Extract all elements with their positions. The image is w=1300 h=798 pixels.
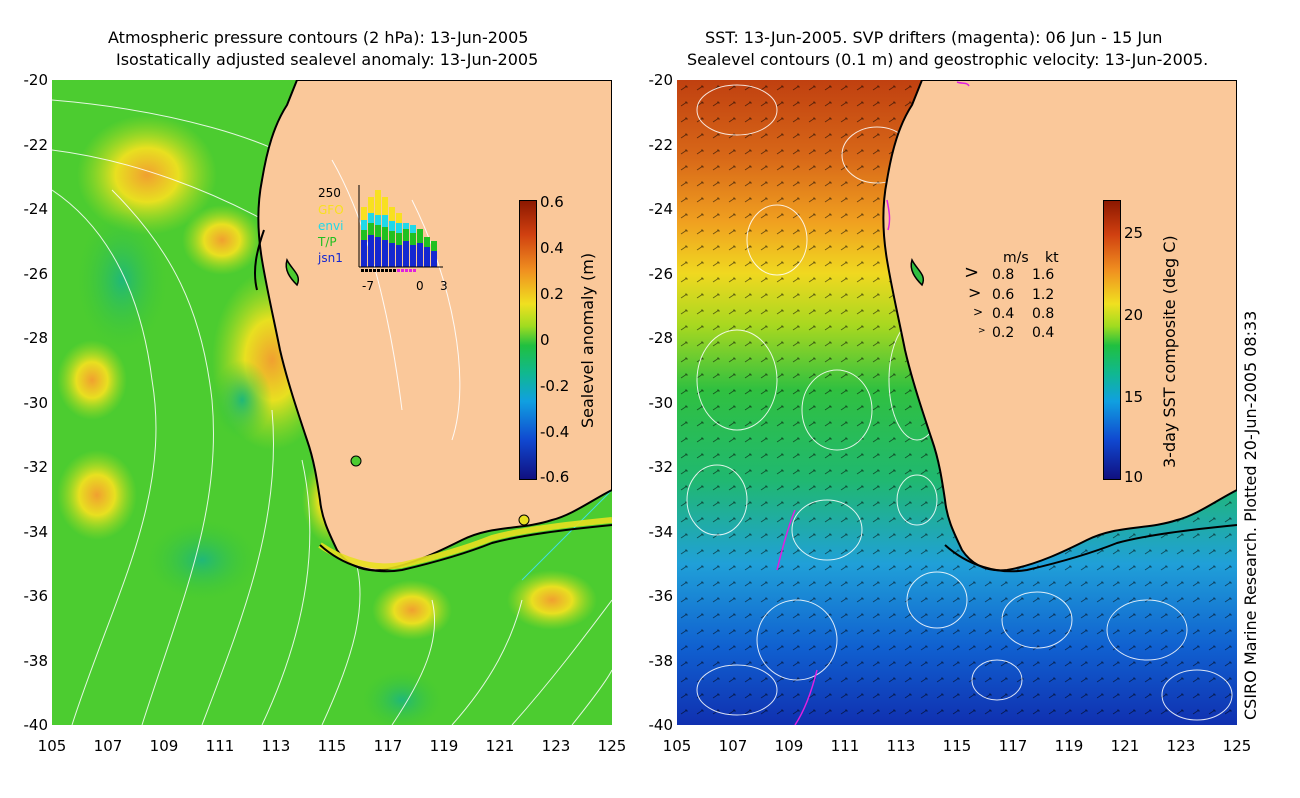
hist-xtick-right: 3 [440,279,448,293]
hist-xtick-zero: 0 [416,279,424,293]
legend-gfo: GFO [318,203,344,217]
left-cb-tick-5: -0.4 [540,423,570,441]
velocity-legend-kt-2: 0.8 [1032,306,1055,322]
right-xtick-9: 123 [1166,737,1196,755]
left-colorbar-label: Sealevel anomaly (m) [578,252,597,428]
left-xtick-6: 117 [373,737,403,755]
right-ytick-1: -22 [648,135,674,154]
velocity-legend-ms-0: 0.8 [992,267,1015,283]
left-title-line2: Isostatically adjusted sealevel anomaly:… [116,50,539,69]
right-ytick-2: -24 [648,200,674,218]
sst-map[interactable] [677,80,1237,725]
right-colorbar-label: 3-day SST composite (deg C) [1160,235,1179,468]
arrow-icon-0.2: > [978,326,986,336]
right-ytick-3: -26 [648,264,674,283]
left-ytick-7: -34 [23,522,49,541]
right-cb-tick-10: 10 [1124,468,1144,486]
right-xtick-3: 111 [830,737,860,755]
altimeter-histogram [355,185,447,280]
left-ytick-5: -30 [23,393,49,412]
left-xtick-3: 111 [205,737,235,755]
left-xtick-2: 109 [149,737,179,755]
arrow-icon-0.4: > [973,305,984,319]
left-xtick-4: 113 [261,737,291,755]
left-xtick-0: 105 [37,737,67,755]
svp-drifter-tracks [776,81,970,725]
legend-envi: envi [318,219,344,233]
left-xtick-1: 107 [93,737,123,755]
arrow-icon-0.8: > [964,262,980,283]
histogram-bars [361,190,437,267]
right-xtick-6: 117 [998,737,1028,755]
right-xtick-2: 109 [774,737,804,755]
right-cb-tick-25: 25 [1124,224,1144,242]
legend-tp: T/P [318,235,337,249]
left-ytick-1: -22 [23,135,49,154]
left-ytick-8: -36 [23,587,49,605]
left-xtick-10: 125 [597,737,627,755]
right-ytick-8: -36 [648,587,674,605]
velocity-legend-kt-1: 1.2 [1032,287,1055,303]
right-xtick-5: 115 [942,737,972,755]
australia-land-right [882,80,1237,572]
left-ytick-2: -24 [23,200,49,218]
velocity-legend-kt-header: kt [1045,250,1059,266]
sst-colorbar [1103,200,1121,480]
left-xtick-8: 121 [485,737,515,755]
left-ytick-3: -26 [23,264,49,283]
left-cb-tick-1: 0.4 [540,239,564,257]
left-xtick-7: 119 [429,737,459,755]
hist-xtick-left: -7 [362,279,374,293]
velocity-legend-kt-0: 1.6 [1032,267,1055,283]
credit-text: CSIRO Marine Research. Plotted 20-Jun-20… [1241,310,1260,720]
left-title-line1: Atmospheric pressure contours (2 hPa): 1… [108,28,529,47]
right-ytick-5: -30 [648,393,674,412]
left-cb-tick-3: 0 [540,331,550,349]
legend-jsn1: jsn1 [318,251,343,265]
right-xtick-8: 121 [1110,737,1140,755]
arrow-icon-0.6: > [968,283,982,302]
right-cb-tick-15: 15 [1124,388,1144,406]
right-ytick-7: -34 [648,522,674,541]
left-cb-tick-2: 0.2 [540,285,564,303]
left-ytick-4: -28 [23,329,49,347]
right-cb-tick-20: 20 [1124,306,1144,324]
velocity-legend-ms-header: m/s [1003,250,1029,266]
right-ytick-0: -20 [648,71,674,89]
right-xtick-10: 125 [1222,737,1252,755]
velocity-legend-ms-3: 0.2 [992,325,1015,341]
histogram-ymax: 250 [318,186,341,200]
right-title-line2: Sealevel contours (0.1 m) and geostrophi… [687,50,1209,69]
right-ytick-9: -38 [648,651,674,670]
left-ytick-10: -40 [23,716,49,734]
left-xtick-5: 115 [317,737,347,755]
right-xtick-1: 107 [718,737,748,755]
left-xtick-9: 123 [541,737,571,755]
right-ytick-6: -32 [648,458,674,476]
left-ytick-9: -38 [23,651,49,670]
left-ytick-0: -20 [23,71,49,89]
velocity-legend-kt-3: 0.4 [1032,325,1055,341]
left-ytick-6: -32 [23,458,49,476]
sealevel-colorbar [519,200,537,480]
velocity-legend-ms-1: 0.6 [992,287,1015,303]
right-title-line1: SST: 13-Jun-2005. SVP drifters (magenta)… [705,28,1163,47]
right-xtick-7: 119 [1054,737,1084,755]
left-cb-tick-6: -0.6 [540,468,570,486]
right-xtick-4: 113 [886,737,916,755]
left-cb-tick-4: -0.2 [540,377,570,395]
left-cb-tick-0: 0.6 [540,193,564,211]
right-ytick-10: -40 [648,716,674,734]
right-ytick-4: -28 [648,329,674,347]
velocity-legend-ms-2: 0.4 [992,306,1015,322]
right-xtick-0: 105 [662,737,692,755]
